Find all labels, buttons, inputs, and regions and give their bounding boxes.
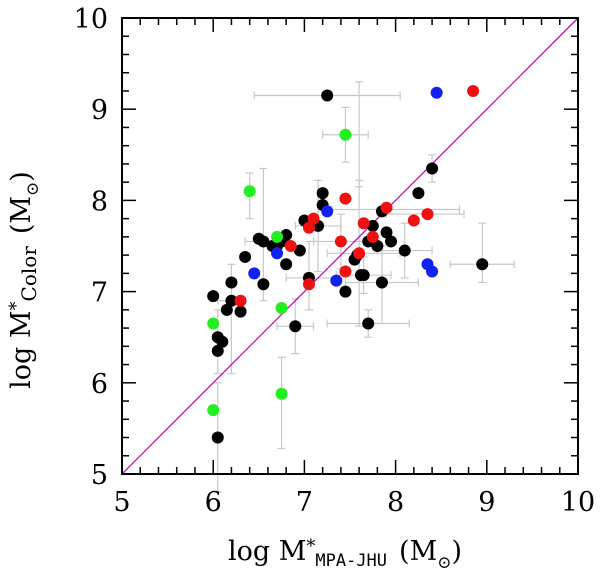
data-point-black <box>234 305 247 318</box>
data-point-black <box>398 244 411 257</box>
data-point-black <box>216 335 229 348</box>
data-point-black <box>280 229 293 242</box>
x-axis-title-unit: (M <box>399 536 437 567</box>
data-point-red <box>467 84 480 97</box>
data-point-red <box>302 278 315 291</box>
data-point-red <box>353 247 366 260</box>
data-point-blue <box>430 86 443 99</box>
data-point-black <box>316 187 329 200</box>
data-point-black <box>426 162 439 175</box>
data-point-black <box>339 285 352 298</box>
y-tick-label: 6 <box>91 369 108 400</box>
data-point-green <box>339 128 352 141</box>
x-axis-title: log M*MPA-JHU (M⊙) <box>228 536 462 573</box>
data-point-red <box>334 235 347 248</box>
one-to-one-line <box>121 17 579 475</box>
data-point-black <box>385 235 398 248</box>
data-point-black <box>280 258 293 271</box>
x-tick-label: 9 <box>478 487 495 518</box>
data-point-black <box>257 278 270 291</box>
x-axis-title-unit-close: ) <box>451 536 462 567</box>
data-point-black <box>293 244 306 257</box>
data-point-red <box>302 221 315 234</box>
data-point-red <box>339 192 352 205</box>
y-tick-label: 7 <box>91 278 108 309</box>
y-axis-title-prefix: log M <box>6 310 37 388</box>
data-point-black <box>220 303 233 316</box>
point-layer <box>121 17 579 475</box>
data-point-blue <box>321 205 334 218</box>
data-point-red <box>357 217 370 230</box>
x-axis-title-unit-sub: ⊙ <box>437 553 451 573</box>
x-tick-label: 8 <box>387 487 404 518</box>
data-point-red <box>407 214 420 227</box>
data-point-black <box>412 187 425 200</box>
data-point-green <box>243 185 256 198</box>
y-axis-title-unit-sub: ⊙ <box>23 182 43 196</box>
tick-layer: 5 6 7 8 9 10 5 6 7 8 9 10 <box>74 4 596 518</box>
data-point-black <box>476 258 489 271</box>
data-point-black <box>211 344 224 357</box>
y-axis-title-star: * <box>6 301 27 310</box>
x-tick-label: 6 <box>205 487 222 518</box>
x-tick-label: 10 <box>561 487 595 518</box>
data-point-green <box>275 387 288 400</box>
data-point-blue <box>271 247 284 260</box>
data-point-black <box>354 269 367 282</box>
y-axis-title-unit: (M <box>6 196 37 234</box>
data-point-black <box>207 290 220 303</box>
x-axis-title-prefix: log M <box>228 536 306 567</box>
data-point-black <box>225 276 238 289</box>
y-axis-title-subscript: Color <box>17 246 41 302</box>
data-point-black <box>380 226 393 239</box>
data-point-red <box>380 201 393 214</box>
data-point-black <box>257 235 270 248</box>
data-point-black <box>366 219 379 232</box>
data-point-black <box>225 294 238 307</box>
x-axis-title-star: * <box>306 536 315 557</box>
data-point-red <box>366 230 379 243</box>
x-tick-label: 5 <box>113 487 130 518</box>
data-point-green <box>271 230 284 243</box>
y-tick-label: 9 <box>91 95 108 126</box>
data-point-black <box>362 317 375 330</box>
data-point-black <box>321 89 334 102</box>
x-tick-label: 7 <box>296 487 313 518</box>
plot-border <box>121 17 579 475</box>
data-point-black <box>211 431 224 444</box>
x-axis-title-subscript: MPA-JHU <box>315 551 387 571</box>
data-point-black <box>375 276 388 289</box>
data-point-red <box>234 294 247 307</box>
data-point-black <box>289 320 302 333</box>
data-point-black <box>239 250 252 263</box>
y-tick-label: 8 <box>91 186 108 217</box>
y-tick-label: 5 <box>91 460 108 491</box>
plot-frame <box>121 17 579 475</box>
y-axis-title-unit-close: ) <box>6 171 37 182</box>
data-point-green <box>207 404 220 417</box>
data-point-blue <box>426 265 439 278</box>
y-tick-label: 10 <box>74 4 108 35</box>
data-point-green <box>207 317 220 330</box>
data-point-red <box>307 212 320 225</box>
y-axis-title: log M*Color (M⊙) <box>6 171 43 389</box>
data-point-blue <box>330 274 343 287</box>
data-point-blue <box>248 267 261 280</box>
data-point-black <box>371 240 384 252</box>
data-point-green <box>275 302 288 315</box>
data-point-red <box>421 208 434 221</box>
data-point-red <box>339 265 352 278</box>
data-point-red <box>284 240 297 252</box>
